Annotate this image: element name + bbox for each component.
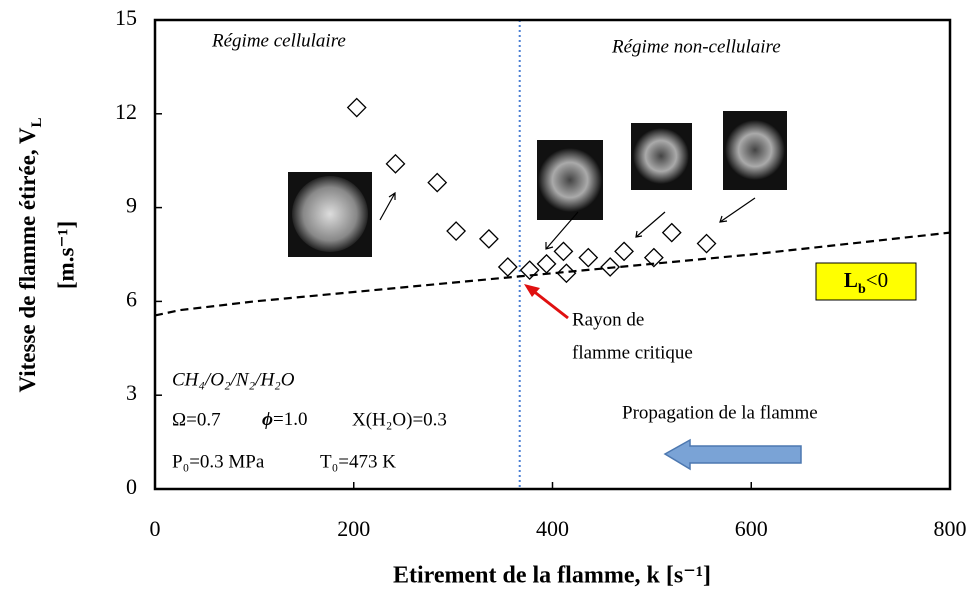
y-tick-label: 6 <box>126 286 137 311</box>
water: X(H₂O)=0.3 <box>352 409 447 430</box>
y-tick-label: 15 <box>115 5 137 30</box>
critical-label: Rayon de <box>572 309 644 330</box>
lb-box <box>815 262 917 301</box>
lb-rest: <0 <box>866 268 888 292</box>
x-tick-label: 400 <box>536 516 569 541</box>
flame-photo-disc <box>725 120 785 180</box>
arrow-head <box>545 242 554 250</box>
data-point <box>497 257 518 277</box>
lb-label: Lb<0 <box>844 268 888 297</box>
phi-value: =1.0 <box>273 409 307 430</box>
omega: Ω=0.7 <box>172 409 221 430</box>
plot-area: 0 3 6 9 12 15 0 200 400 600 800 <box>115 5 967 541</box>
data-point <box>427 172 448 193</box>
arrow <box>719 197 756 223</box>
data-point <box>556 263 577 284</box>
y-tick-label: 0 <box>126 474 137 499</box>
critical-label: flamme critique <box>572 342 693 363</box>
phi-symbol: ϕ <box>262 409 273 430</box>
data-point <box>578 247 599 268</box>
y-tick-label: 12 <box>115 99 137 124</box>
x-tick-label: 200 <box>337 516 370 541</box>
arrow-head <box>635 230 643 238</box>
regime-left: Régime cellulaire <box>211 30 346 51</box>
y-axis-title-sub: L <box>29 117 45 127</box>
propagation-arrow <box>663 438 802 471</box>
mixture: CH₄/O₂/N₂/H₂O <box>172 369 295 390</box>
arrow <box>379 192 396 221</box>
y-axis-title: Vitesse de flamme étirée, VL <box>15 117 45 392</box>
y-tick-label: 3 <box>126 380 137 405</box>
arrow <box>545 211 579 250</box>
photo-arrows <box>379 191 756 250</box>
critical-arrow <box>531 288 569 320</box>
pressure: P₀=0.3 MPa <box>172 451 265 472</box>
flame-photos <box>288 111 787 257</box>
arrow-head <box>388 191 396 200</box>
data-point <box>643 247 664 268</box>
data-point <box>478 228 499 249</box>
x-tick-label: 600 <box>735 516 768 541</box>
arrow-head <box>719 215 728 223</box>
flame-photo-disc <box>292 176 368 252</box>
arrow <box>635 211 666 238</box>
data-point <box>553 241 574 262</box>
data-point <box>346 97 367 118</box>
y-tick-label: 9 <box>126 193 137 218</box>
y-axis-unit: [m.s⁻¹] <box>53 221 78 289</box>
data-point <box>385 153 406 174</box>
data-point <box>536 253 557 274</box>
flame-photo-disc <box>538 148 602 212</box>
y-axis-title-text: Vitesse de flamme étirée, V <box>15 127 40 392</box>
temperature: T₀=473 K <box>320 451 396 472</box>
x-tick-label: 800 <box>934 516 967 541</box>
data-point <box>614 241 634 262</box>
data-point <box>446 221 467 241</box>
regime-right: Régime non-cellulaire <box>611 36 781 57</box>
flame-photo-disc <box>633 128 689 184</box>
plot-frame <box>153 18 952 491</box>
x-axis-title: Etirement de la flamme, k [s⁻¹] <box>393 563 711 589</box>
propagation-label: Propagation de la flamme <box>622 402 818 423</box>
critical-arrow-head <box>524 284 540 297</box>
x-tick-label: 0 <box>150 516 161 541</box>
data-point <box>696 233 717 254</box>
lb-sub: b <box>858 282 866 297</box>
data-point <box>661 222 682 243</box>
phi: ϕ=1.0 <box>262 409 307 430</box>
lb-text: L <box>844 268 858 292</box>
